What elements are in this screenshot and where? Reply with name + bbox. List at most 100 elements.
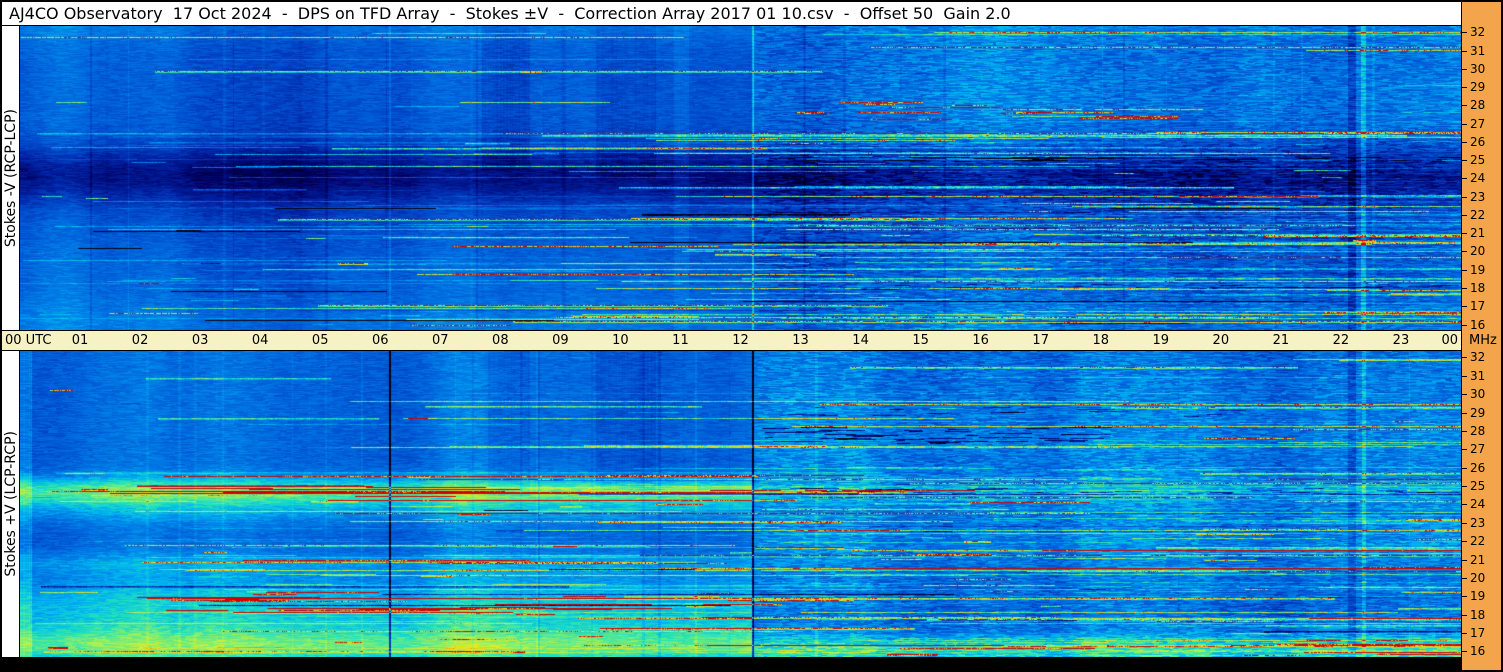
freq-tick (1462, 197, 1467, 198)
freq-tick (1462, 124, 1467, 125)
freq-tick-label: 32 (1470, 350, 1486, 364)
freq-tick-label: 16 (1470, 644, 1486, 658)
freq-tick (1462, 142, 1467, 143)
freq-tick-label: 27 (1470, 442, 1486, 456)
freq-tick-label: 32 (1470, 25, 1486, 39)
freq-tick-label: 27 (1470, 117, 1486, 131)
frequency-axis: 32 31 30 29 28 27 26 25 24 23 22 21 20 19 18 17 16 32 31 30… (1461, 2, 1501, 670)
freq-tick (1462, 251, 1467, 252)
time-label: 09 (552, 333, 569, 348)
time-label: 18 (1092, 333, 1110, 348)
freq-tick-label: 31 (1470, 44, 1486, 58)
freq-tick (1462, 596, 1467, 597)
freq-tick (1462, 306, 1467, 307)
time-label: 07 (432, 333, 449, 348)
freq-tick-label: 19 (1470, 589, 1486, 603)
time-axis: 00 UTC 01 02 03 04 05 06 07 08 09 10 11 12 13 14 15 16 17… (2, 330, 1461, 351)
time-label: 15 (912, 333, 929, 348)
time-label: 16 (972, 333, 989, 348)
freq-tick (1462, 541, 1467, 542)
time-label: 12 (732, 333, 749, 348)
time-label: 13 (792, 333, 809, 348)
freq-tick (1462, 413, 1467, 414)
panel-label-text: Stokes +V (LCP-RCP) (2, 431, 19, 577)
time-label: 21 (1272, 333, 1290, 348)
spectrogram-stokes-minus-v (20, 26, 1461, 330)
time-label: 14 (852, 333, 869, 348)
time-label: 17 (1032, 333, 1049, 348)
time-label: 23 (1392, 333, 1410, 348)
freq-tick-label: 26 (1470, 135, 1486, 149)
freq-tick-label: 28 (1470, 98, 1486, 112)
freq-tick-label: 28 (1470, 424, 1486, 438)
time-label: 11 (672, 333, 689, 348)
freq-tick (1462, 633, 1467, 634)
freq-tick (1462, 178, 1467, 179)
freq-tick-label: 17 (1470, 299, 1486, 313)
freq-tick-label: 18 (1470, 608, 1486, 622)
freq-tick-label: 16 (1470, 318, 1486, 332)
freq-tick-label: 26 (1470, 461, 1486, 475)
freq-tick-label: 25 (1470, 479, 1486, 493)
freq-tick-label: 21 (1470, 226, 1486, 240)
freq-tick-label: 22 (1470, 534, 1486, 548)
time-label: 04 (251, 333, 269, 348)
freq-tick (1462, 32, 1467, 33)
freq-tick (1462, 578, 1467, 579)
freq-tick (1462, 51, 1467, 52)
freq-tick (1462, 160, 1467, 161)
freq-tick-label: 30 (1470, 387, 1486, 401)
time-label: 10 (612, 333, 629, 348)
freq-tick (1462, 504, 1467, 505)
panel-label-text: Stokes -V (RCP-LCP) (2, 108, 19, 248)
freq-tick (1462, 486, 1467, 487)
freq-tick (1462, 233, 1467, 234)
time-label-end: 00 (1441, 333, 1458, 348)
time-label-start: 00 UTC (5, 333, 52, 348)
time-label: 05 (311, 333, 329, 348)
freq-tick (1462, 449, 1467, 450)
time-label: 03 (191, 333, 209, 348)
page-title: AJ4CO Observatory 17 Oct 2024 - DPS on T… (9, 4, 1011, 23)
freq-tick-label: 24 (1470, 497, 1486, 511)
freq-tick (1462, 288, 1467, 289)
freq-tick (1462, 560, 1467, 561)
freq-tick (1462, 325, 1467, 326)
time-label: 19 (1152, 333, 1170, 348)
time-label: 20 (1212, 333, 1230, 348)
freq-tick (1462, 215, 1467, 216)
freq-tick-label: 29 (1470, 406, 1486, 420)
time-label: 22 (1332, 333, 1350, 348)
freq-axis-unit: MHz (1469, 333, 1497, 348)
freq-tick (1462, 270, 1467, 271)
freq-tick-label: 25 (1470, 153, 1486, 167)
title-bar: AJ4CO Observatory 17 Oct 2024 - DPS on T… (2, 2, 1461, 26)
freq-tick (1462, 357, 1467, 358)
freq-tick (1462, 87, 1467, 88)
time-label: 06 (371, 333, 389, 348)
freq-tick (1462, 105, 1467, 106)
freq-tick (1462, 615, 1467, 616)
panel-label-stokes-plus-v: Stokes +V (LCP-RCP) (2, 351, 20, 657)
freq-tick-label: 20 (1470, 244, 1486, 258)
freq-tick-label: 17 (1470, 626, 1486, 640)
freq-tick (1462, 523, 1467, 524)
freq-tick (1462, 468, 1467, 469)
freq-tick-label: 31 (1470, 369, 1486, 383)
freq-tick-label: 20 (1470, 571, 1486, 585)
freq-tick-label: 21 (1470, 553, 1486, 567)
freq-tick (1462, 651, 1467, 652)
freq-tick (1462, 431, 1467, 432)
freq-tick (1462, 394, 1467, 395)
panel-label-stokes-minus-v: Stokes -V (RCP-LCP) (2, 26, 20, 330)
time-label: 02 (131, 333, 149, 348)
time-label: 01 (71, 333, 89, 348)
freq-tick-label: 22 (1470, 208, 1486, 222)
freq-tick (1462, 69, 1467, 70)
spectrogram-stokes-plus-v (20, 351, 1461, 657)
freq-tick-label: 23 (1470, 516, 1486, 530)
freq-tick-label: 18 (1470, 281, 1486, 295)
freq-tick (1462, 376, 1467, 377)
freq-tick-label: 19 (1470, 263, 1486, 277)
